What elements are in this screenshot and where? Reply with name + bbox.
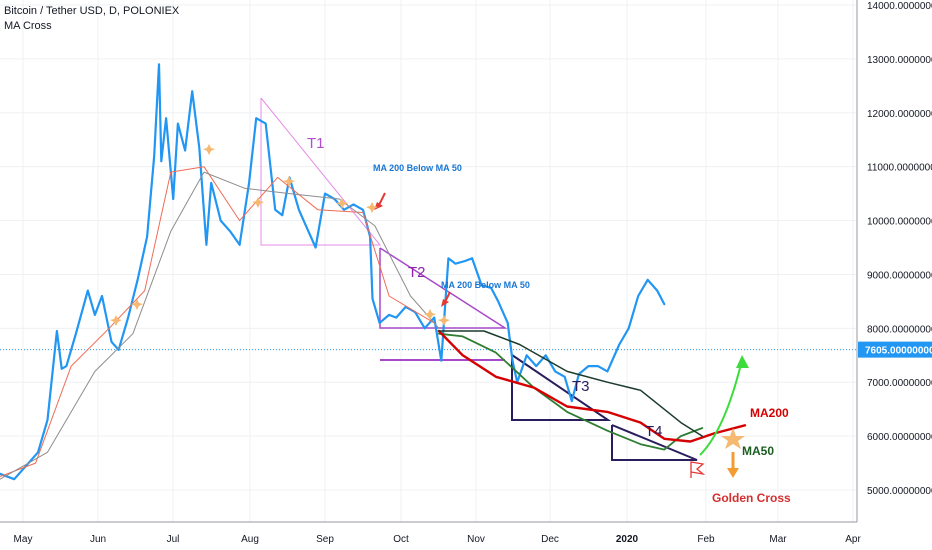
ma-cross-marker — [424, 309, 436, 320]
ma-long-line — [438, 330, 704, 437]
label-ma200: MA200 — [750, 406, 789, 420]
label-t1: T1 — [307, 135, 325, 152]
current-price-badge — [858, 341, 932, 358]
ma-cross-marker — [283, 176, 295, 187]
y-tick-label: 8000.00000000 — [867, 324, 932, 335]
label-ma-below-1: MA 200 Below MA 50 — [373, 163, 462, 173]
crossing-arrow-2-head — [441, 299, 449, 307]
x-tick-label: Nov — [467, 534, 485, 545]
x-tick-label: Aug — [241, 534, 259, 545]
price-line — [0, 63, 666, 481]
y-tick-label: 7000.00000000 — [867, 378, 932, 389]
label-ma-below-2: MA 200 Below MA 50 — [441, 280, 530, 290]
ma-cross-marker — [110, 315, 122, 326]
label-t3: T3 — [572, 378, 590, 395]
y-tick-label: 9000.00000000 — [867, 270, 932, 281]
triangle-t1 — [260, 97, 382, 246]
flag-marker — [690, 461, 706, 478]
ma-cross-marker — [438, 315, 450, 326]
x-tick-label: Mar — [769, 534, 787, 545]
triangle-t3 — [511, 354, 612, 421]
symbol-title: Bitcoin / Tether USD, D, POLONIEX — [4, 5, 180, 17]
ma-slow-line — [0, 171, 440, 480]
y-tick-label: 10000.00000000 — [867, 217, 932, 228]
label-t2: T2 — [408, 264, 426, 281]
ma-cross-marker — [336, 198, 348, 209]
crossing-arrow-1-head — [374, 202, 383, 210]
current-price-label: 7605.00000000 — [865, 346, 932, 357]
x-tick-label: Jun — [90, 534, 106, 545]
label-ma50: MA50 — [742, 444, 774, 458]
y-tick-label: 12000.00000000 — [867, 109, 932, 120]
x-tick-label: Feb — [697, 534, 715, 545]
ma-cross-marker — [131, 299, 143, 310]
projection-arrow-head — [736, 355, 749, 368]
x-tick-label: Dec — [541, 534, 559, 545]
ma50-line — [437, 332, 704, 451]
x-tick-label: Apr — [845, 534, 861, 545]
indicator-label: MA Cross — [4, 20, 52, 32]
x-tick-label: Sep — [316, 534, 334, 545]
ma-cross-marker — [252, 197, 264, 208]
x-tick-label: Oct — [393, 534, 409, 545]
y-tick-label: 6000.00000000 — [867, 432, 932, 443]
projection-path — [699, 359, 743, 456]
y-tick-label: 14000.00000000 — [867, 1, 932, 12]
x-tick-label: May — [14, 534, 33, 545]
y-tick-label: 13000.00000000 — [867, 55, 932, 66]
ma-cross-marker — [366, 202, 378, 213]
y-tick-label: 5000.00000000 — [867, 486, 932, 497]
triangle-t4 — [611, 424, 698, 461]
ma200-line — [437, 329, 747, 443]
x-tick-label: 2020 — [616, 534, 639, 545]
ma-cross-marker — [203, 144, 215, 155]
golden-cross-arrow-head — [727, 468, 739, 478]
x-tick-label: Jul — [167, 534, 180, 545]
y-tick-label: 11000.00000000 — [867, 163, 932, 174]
chart-header: Bitcoin / Tether USD, D, POLONIEX MA Cro… — [4, 4, 179, 34]
label-t4: T4 — [645, 423, 663, 440]
golden-cross-star — [721, 428, 745, 449]
ma-fast-line — [0, 166, 435, 477]
label-golden-cross: Golden Cross — [712, 491, 791, 505]
